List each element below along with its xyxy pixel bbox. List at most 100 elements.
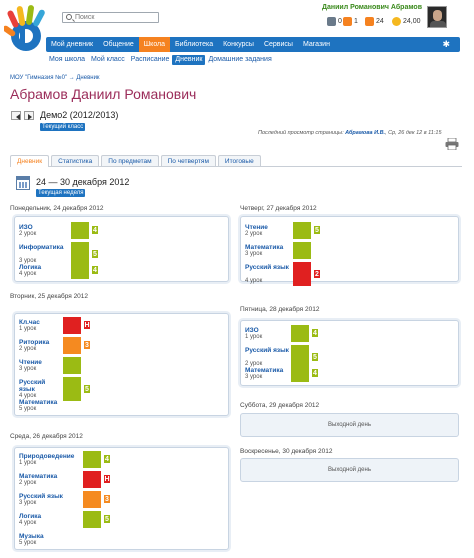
prev-class-button[interactable] — [11, 111, 21, 120]
grade-bar — [63, 317, 81, 334]
lesson-row[interactable]: ИЗО 2 урок 4 — [15, 222, 228, 239]
lesson-number: 5 урок — [19, 406, 37, 412]
nav-school[interactable]: Школа — [138, 37, 171, 52]
lesson-subject[interactable]: ИЗО — [19, 224, 33, 231]
lesson-row[interactable]: Чтение 2 урок 5 — [241, 222, 458, 239]
calendar-icon[interactable] — [16, 176, 30, 190]
last-view-user-link[interactable]: Абрамова И.В. — [345, 130, 386, 136]
grade-mark[interactable]: 4 — [311, 368, 319, 378]
coins-counter[interactable]: 24,00 — [392, 17, 421, 26]
day-box-wednesday: Природоведение 1 урок 4 Математика 2 урок Н Ру… — [14, 447, 229, 550]
lesson-subject[interactable]: Русский язык — [245, 347, 289, 354]
tab-final[interactable]: Итоговые — [217, 155, 261, 166]
current-class-badge: Текущий класс — [40, 123, 86, 131]
lesson-subject[interactable]: Логика — [19, 513, 42, 520]
lesson-row[interactable]: Русский язык 4 урок 5 — [15, 377, 228, 401]
lesson-row[interactable]: Риторика 2 урок 3 — [15, 337, 228, 354]
grade-mark[interactable]: 3 — [83, 340, 91, 350]
friends-counter[interactable]: 24 — [365, 17, 384, 26]
grade-mark[interactable]: Н — [103, 474, 111, 484]
lesson-subject[interactable]: ИЗО — [245, 327, 259, 334]
lesson-subject[interactable]: Музыка — [19, 533, 44, 540]
lesson-row[interactable]: Русский язык 3 урок 3 — [15, 491, 228, 508]
lesson-subject[interactable]: Математика — [19, 399, 58, 406]
nav-my-diary[interactable]: Мой дневник — [51, 41, 94, 48]
grade-mark[interactable]: 4 — [91, 225, 99, 235]
lesson-subject[interactable]: Чтение — [19, 359, 42, 366]
grade-bar — [83, 491, 101, 508]
grade-bar — [291, 325, 309, 342]
breadcrumb[interactable]: МОУ "Гимназия №0" → Дневник — [10, 75, 100, 81]
search-input[interactable] — [75, 13, 155, 22]
tab-statistics[interactable]: Статистика — [51, 155, 100, 166]
lesson-row[interactable]: Чтение 3 урок — [15, 357, 228, 374]
grade-bar — [71, 222, 89, 239]
grade-mark[interactable]: 5 — [311, 352, 319, 362]
day-label-friday: Пятница, 28 декабря 2012 — [240, 306, 320, 313]
current-week-badge[interactable]: Текущая неделя — [36, 189, 86, 197]
lesson-row[interactable]: Математика 5 урок — [15, 397, 228, 414]
search-box[interactable] — [62, 12, 159, 23]
subnav-homework[interactable]: Домашние задания — [208, 56, 272, 63]
grade-mark[interactable]: 4 — [103, 454, 111, 464]
subnav-diary[interactable]: Дневник — [172, 55, 206, 65]
lesson-subject[interactable]: Математика — [245, 367, 284, 374]
messages-counter[interactable]: 0 — [327, 17, 342, 26]
tab-by-quarter[interactable]: По четвертям — [160, 155, 216, 166]
lesson-row[interactable]: Русский язык 2 урок 5 — [241, 345, 458, 369]
lesson-subject[interactable]: Кл.час — [19, 319, 40, 326]
subnav-my-school[interactable]: Моя школа — [49, 56, 86, 63]
grade-mark[interactable]: 2 — [313, 269, 321, 279]
settings-gear-icon[interactable]: ✱ — [442, 39, 450, 49]
lesson-subject[interactable]: Чтение — [245, 224, 268, 231]
grade-mark[interactable]: 5 — [83, 384, 91, 394]
lesson-row[interactable]: Математика 3 урок 4 — [241, 365, 458, 382]
tab-by-subject[interactable]: По предметам — [101, 155, 159, 166]
subnav-schedule[interactable]: Расписание — [130, 56, 170, 63]
nav-shop[interactable]: Магазин — [302, 41, 330, 48]
lesson-subject[interactable]: Русский язык — [245, 264, 289, 271]
nav-services[interactable]: Сервисы — [263, 41, 293, 48]
lesson-subject[interactable]: Математика — [245, 244, 284, 251]
next-class-button[interactable] — [24, 111, 34, 120]
lesson-subject[interactable]: Природоведение — [19, 453, 75, 460]
day-box-thursday: Чтение 2 урок 5 Математика 3 урок Русский язы… — [240, 216, 459, 286]
lesson-subject[interactable]: Логика — [19, 264, 42, 271]
tab-diary[interactable]: Дневник — [10, 155, 50, 167]
lesson-number: 3 урок — [245, 374, 263, 380]
nav-contests[interactable]: Конкурсы — [223, 41, 254, 48]
lesson-subject[interactable]: Риторика — [19, 339, 50, 346]
lesson-row[interactable]: Информатика 3 урок 5 — [15, 242, 228, 266]
lesson-row[interactable]: Русский язык 4 урок 2 — [241, 262, 458, 286]
lesson-row[interactable]: Математика 3 урок — [241, 242, 458, 259]
nav-communication[interactable]: Общение — [103, 41, 134, 48]
lesson-row[interactable]: Математика 2 урок Н — [15, 471, 228, 488]
grade-mark[interactable]: 5 — [91, 249, 99, 259]
user-avatar[interactable] — [427, 6, 447, 28]
lesson-subject[interactable]: Математика — [19, 473, 58, 480]
dnevnik-logo-icon[interactable] — [4, 4, 48, 54]
lesson-subject[interactable]: Русский язык — [19, 493, 63, 500]
grade-mark[interactable]: 5 — [103, 514, 111, 524]
lesson-subject[interactable]: Информатика — [19, 244, 64, 251]
print-icon[interactable] — [445, 138, 459, 150]
lesson-row[interactable]: Природоведение 1 урок 4 — [15, 451, 228, 468]
day-label-wednesday: Среда, 26 декабря 2012 — [10, 433, 83, 440]
subnav-my-class[interactable]: Мой класс — [91, 56, 125, 63]
notifications-counter[interactable]: 1 — [343, 17, 358, 26]
grade-mark[interactable]: 4 — [311, 328, 319, 338]
lesson-row[interactable]: ИЗО 1 урок 4 — [241, 325, 458, 342]
day-label-monday: Понедельник, 24 декабря 2012 — [10, 205, 104, 212]
lesson-row[interactable]: Кл.час 1 урок Н — [15, 317, 228, 334]
nav-library[interactable]: Библиотека — [175, 41, 214, 48]
grade-mark[interactable]: 4 — [91, 265, 99, 275]
grade-mark[interactable]: Н — [83, 320, 91, 330]
lesson-row[interactable]: Музыка 5 урок — [15, 531, 228, 548]
user-name-link[interactable]: Даниил Романович Абрамов — [322, 4, 423, 11]
lesson-row[interactable]: Логика 4 урок 5 — [15, 511, 228, 528]
grade-mark[interactable]: 5 — [313, 225, 321, 235]
lesson-subject[interactable]: Русский язык — [19, 379, 46, 393]
lesson-row[interactable]: Логика 4 урок 4 — [15, 262, 228, 279]
grade-mark[interactable]: 3 — [103, 494, 111, 504]
lesson-number: 2 урок — [19, 346, 37, 352]
